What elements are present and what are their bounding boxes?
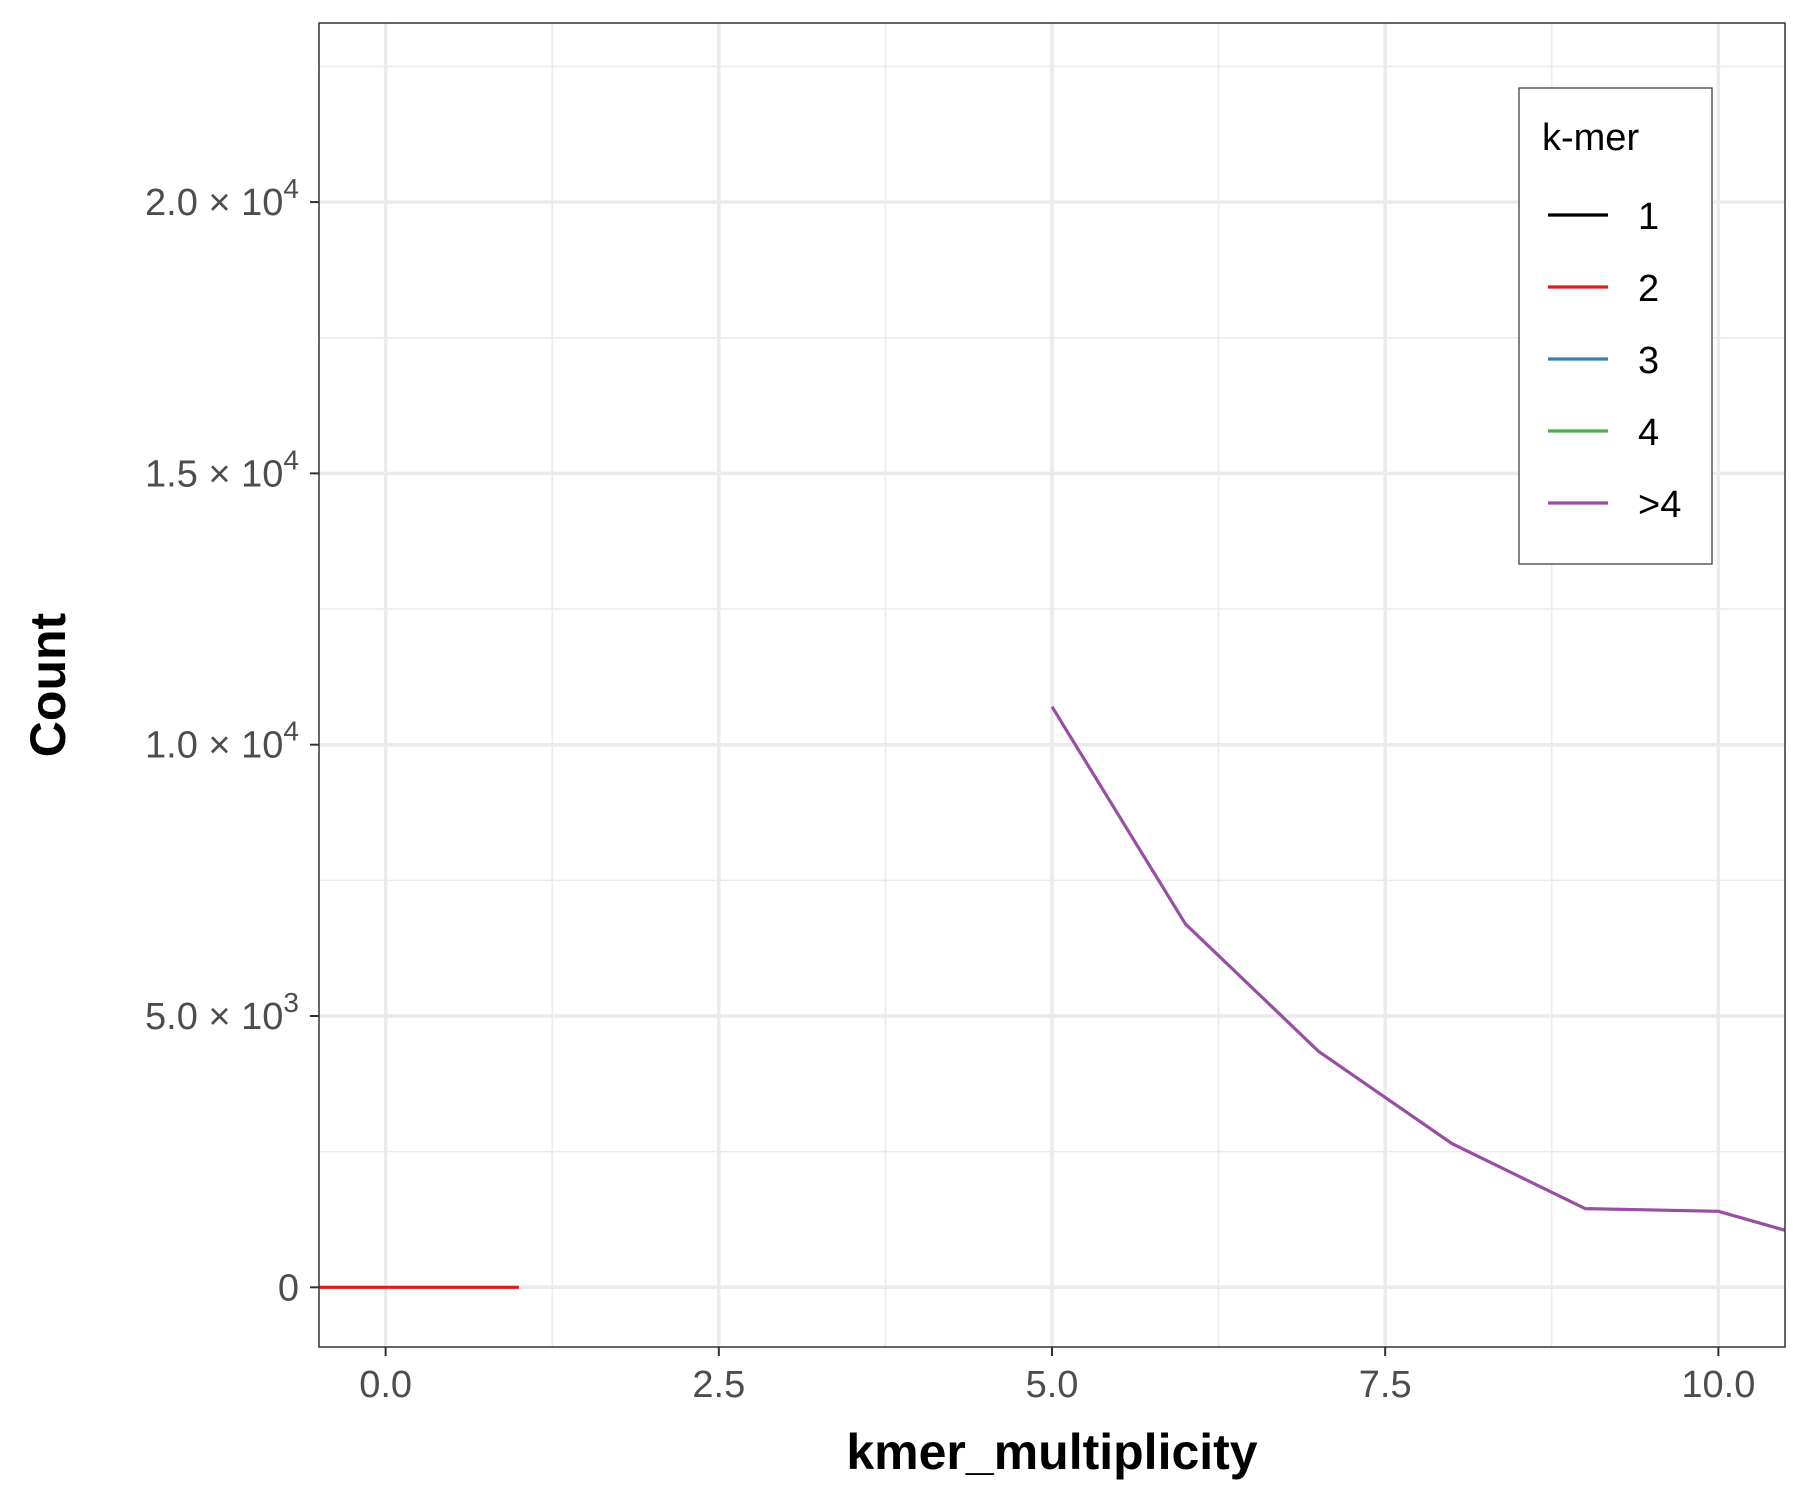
x-tick-label: 0.0 (359, 1364, 412, 1406)
y-tick-label: 5.0 × 103 (145, 987, 299, 1038)
series-line->4 (1050, 705, 1786, 1232)
y-axis-ticks: 0 5.0 × 103 1.0 × 104 1.5 × 104 2.0 × 104 (145, 173, 319, 1309)
x-tick-label: 7.5 (1359, 1364, 1412, 1406)
legend-label-1: 1 (1638, 196, 1659, 238)
legend-label->4: >4 (1638, 484, 1681, 526)
y-tick-label: 2.0 × 104 (145, 173, 299, 224)
x-tick-label: 10.0 (1681, 1364, 1755, 1406)
legend-label-4: 4 (1638, 412, 1659, 454)
major-gridlines (319, 23, 1785, 1347)
legend-box (1518, 87, 1713, 565)
legend-label-2: 2 (1638, 268, 1659, 310)
legend: k-mer 1 2 3 4 >4 (1518, 87, 1713, 565)
y-tick-label: 0 (278, 1267, 299, 1309)
series-lines (319, 705, 1786, 1289)
y-tick-label: 1.5 × 104 (145, 444, 299, 495)
legend-label-3: 3 (1638, 340, 1659, 382)
legend-items: 1 2 3 4 >4 (1548, 196, 1681, 526)
x-tick-label: 5.0 (1026, 1364, 1079, 1406)
x-tick-label: 2.5 (692, 1364, 745, 1406)
y-tick-label: 1.0 × 104 (145, 716, 299, 767)
x-axis-title: kmer_multiplicity (846, 1424, 1257, 1480)
y-axis-title: Count (20, 612, 76, 757)
x-axis-ticks: 0.0 2.5 5.0 7.5 10.0 (359, 1347, 1755, 1406)
legend-title: k-mer (1542, 117, 1639, 159)
